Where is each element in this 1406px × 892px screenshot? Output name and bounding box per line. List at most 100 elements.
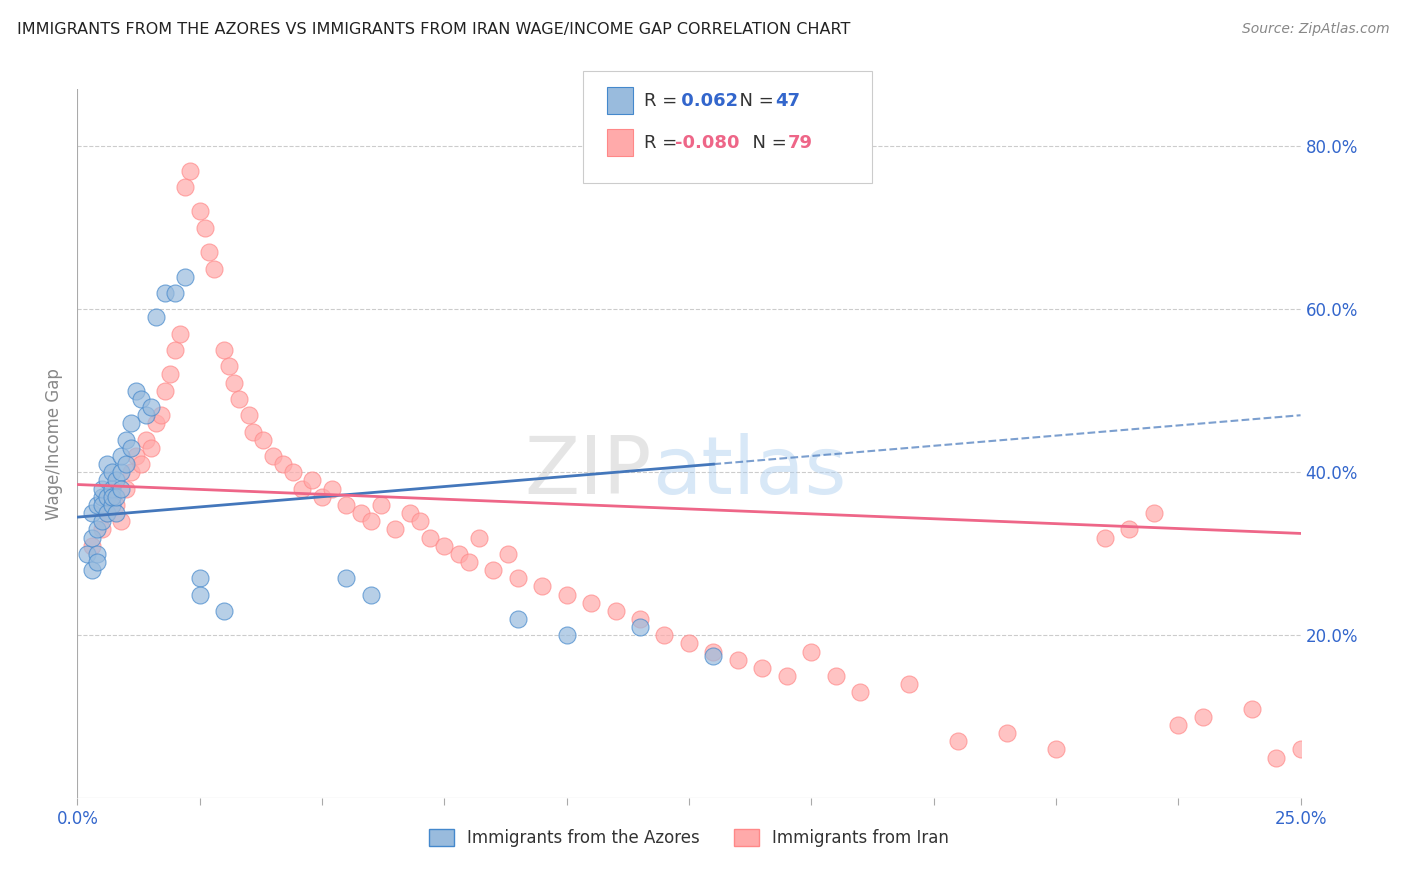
Point	[1167, 718, 1189, 732]
Point	[96, 490, 118, 504]
Point	[1143, 506, 1166, 520]
Point	[120, 465, 142, 479]
Point	[179, 163, 201, 178]
Point	[76, 547, 98, 561]
Point	[188, 588, 211, 602]
Point	[80, 563, 103, 577]
Point	[384, 522, 406, 536]
Point	[370, 498, 392, 512]
Text: 79: 79	[787, 134, 813, 152]
Point	[100, 498, 122, 512]
Point	[1289, 742, 1312, 756]
Point	[800, 645, 823, 659]
Point	[727, 653, 749, 667]
Point	[193, 220, 215, 235]
Point	[605, 604, 627, 618]
Point	[120, 417, 142, 431]
Point	[145, 417, 167, 431]
Point	[174, 269, 197, 284]
Point	[115, 482, 138, 496]
Point	[96, 457, 118, 471]
Point	[824, 669, 846, 683]
Point	[433, 539, 456, 553]
Point	[467, 531, 489, 545]
Point	[165, 285, 187, 300]
Point	[995, 726, 1018, 740]
Point	[159, 368, 181, 382]
Point	[242, 425, 264, 439]
Point	[238, 409, 260, 423]
Point	[1191, 710, 1213, 724]
Point	[149, 409, 172, 423]
Point	[165, 343, 187, 357]
Point	[321, 482, 343, 496]
Point	[110, 514, 132, 528]
Point	[110, 465, 132, 479]
Text: IMMIGRANTS FROM THE AZORES VS IMMIGRANTS FROM IRAN WAGE/INCOME GAP CORRELATION C: IMMIGRANTS FROM THE AZORES VS IMMIGRANTS…	[17, 22, 851, 37]
Point	[1094, 531, 1116, 545]
Point	[311, 490, 333, 504]
Point	[457, 555, 479, 569]
Point	[579, 596, 602, 610]
Text: Source: ZipAtlas.com: Source: ZipAtlas.com	[1241, 22, 1389, 37]
Point	[198, 245, 221, 260]
Point	[946, 734, 969, 748]
Point	[335, 571, 357, 585]
Point	[96, 506, 118, 520]
Point	[145, 310, 167, 325]
Text: ZIP: ZIP	[524, 434, 652, 511]
Point	[898, 677, 921, 691]
Point	[80, 539, 103, 553]
Point	[399, 506, 422, 520]
Point	[110, 449, 132, 463]
Point	[409, 514, 432, 528]
Point	[628, 612, 651, 626]
Point	[335, 498, 357, 512]
Point	[90, 498, 112, 512]
Point	[1045, 742, 1067, 756]
Point	[555, 588, 578, 602]
Point	[100, 465, 122, 479]
Point	[751, 661, 773, 675]
Legend: Immigrants from the Azores, Immigrants from Iran: Immigrants from the Azores, Immigrants f…	[422, 822, 956, 854]
Point	[555, 628, 578, 642]
Text: N =: N =	[728, 92, 780, 110]
Point	[86, 522, 108, 536]
Point	[100, 482, 122, 496]
Point	[80, 506, 103, 520]
Point	[139, 400, 162, 414]
Point	[96, 474, 118, 488]
Point	[849, 685, 872, 699]
Point	[360, 588, 382, 602]
Point	[105, 506, 128, 520]
Point	[80, 531, 103, 545]
Point	[222, 376, 245, 390]
Point	[135, 433, 157, 447]
Point	[174, 180, 197, 194]
Text: R =: R =	[644, 92, 683, 110]
Point	[105, 490, 128, 504]
Point	[105, 474, 128, 488]
Point	[212, 604, 235, 618]
Point	[218, 359, 240, 374]
Point	[90, 514, 112, 528]
Point	[135, 409, 157, 423]
Text: 47: 47	[775, 92, 800, 110]
Point	[419, 531, 441, 545]
Text: N =: N =	[741, 134, 793, 152]
Text: 0.062: 0.062	[675, 92, 738, 110]
Point	[86, 547, 108, 561]
Point	[628, 620, 651, 634]
Point	[90, 482, 112, 496]
Point	[654, 628, 676, 642]
Point	[129, 392, 152, 406]
Point	[252, 433, 274, 447]
Point	[360, 514, 382, 528]
Point	[291, 482, 314, 496]
Point	[228, 392, 250, 406]
Text: -0.080: -0.080	[675, 134, 740, 152]
Point	[702, 645, 724, 659]
Point	[125, 449, 148, 463]
Point	[531, 579, 554, 593]
Point	[169, 326, 191, 341]
